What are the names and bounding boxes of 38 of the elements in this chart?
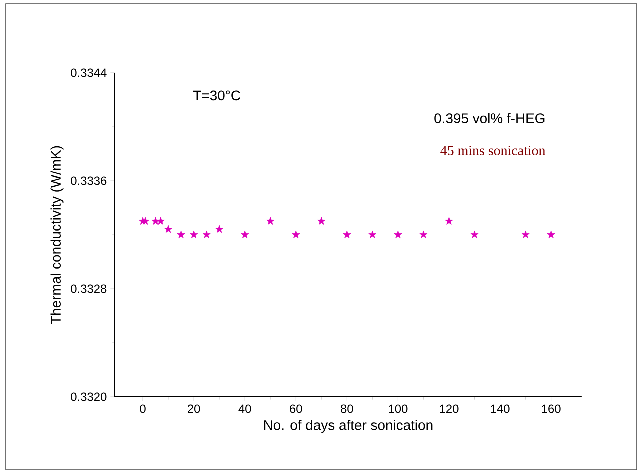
x-tick-label: 0 bbox=[140, 404, 146, 414]
point bbox=[368, 230, 377, 238]
point bbox=[164, 225, 173, 234]
point bbox=[445, 217, 454, 225]
point bbox=[241, 230, 250, 238]
x-tick-label: 60 bbox=[290, 404, 302, 414]
point bbox=[470, 230, 479, 238]
point bbox=[202, 230, 211, 238]
point bbox=[142, 217, 150, 225]
y-tick-label: 0.3328 bbox=[71, 284, 107, 294]
x-tick-label: 20 bbox=[188, 404, 200, 414]
point bbox=[522, 230, 530, 238]
y-tick-label: 0.3336 bbox=[71, 176, 107, 186]
y-axis-title: Thermal conductivity (W/mK) bbox=[50, 146, 64, 324]
x-tick-label: 100 bbox=[389, 404, 408, 414]
annotation: 0.395 vol% f-HEG bbox=[434, 113, 545, 124]
point bbox=[420, 230, 428, 238]
x-tick-label: 120 bbox=[440, 404, 459, 414]
x-tick-label: 40 bbox=[238, 404, 252, 414]
point bbox=[318, 217, 326, 225]
point bbox=[547, 230, 556, 238]
point bbox=[292, 230, 300, 238]
point bbox=[394, 230, 402, 238]
point bbox=[343, 230, 352, 238]
annotation: T=30°C bbox=[193, 90, 240, 101]
x-tick-label: 80 bbox=[341, 404, 354, 414]
annotation: 45 mins sonication bbox=[440, 146, 546, 156]
point bbox=[152, 217, 160, 225]
point bbox=[216, 225, 224, 234]
x-tick-label: 140 bbox=[491, 404, 510, 414]
point bbox=[190, 230, 198, 238]
point bbox=[156, 217, 165, 225]
x-axis-title: No. of days after sonication bbox=[264, 420, 433, 434]
point bbox=[177, 230, 186, 238]
y-tick-label: 0.3344 bbox=[71, 68, 107, 78]
point bbox=[266, 217, 275, 225]
x-tick-label: 160 bbox=[542, 404, 561, 414]
y-tick-label: 0.3320 bbox=[71, 392, 107, 402]
